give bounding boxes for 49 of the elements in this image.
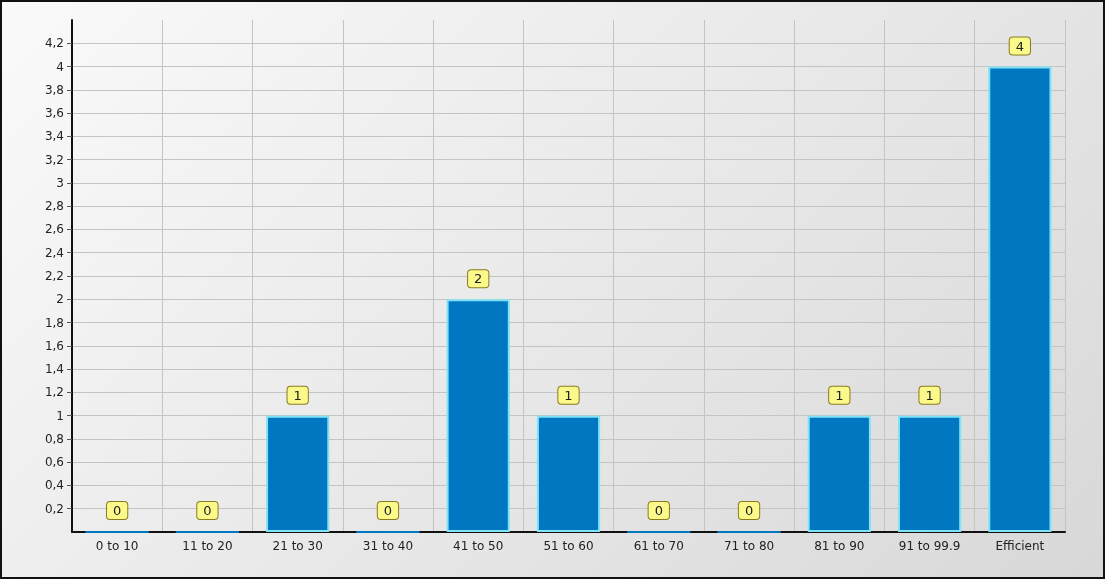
y-tick-label: 2,2 [44,269,64,283]
x-tick-label: 31 to 40 [362,539,414,553]
y-tick-label: 2 [56,292,64,307]
y-tick-label: 2,8 [44,199,64,214]
y-tick-label: 1,2 [44,385,64,400]
y-tick-label: 3,8 [44,82,64,97]
bar [898,415,962,532]
bar [807,415,871,532]
y-tick-label: 1 [56,408,64,423]
data-label: 0 [744,503,754,518]
y-tick-label: 3,4 [44,129,64,144]
data-label: 4 [1015,38,1024,54]
data-label: 1 [564,387,573,403]
y-tick-label: 1,4 [44,362,64,377]
x-tick-label: Efficient [995,539,1045,553]
y-tick-label: 4 [56,59,64,74]
y-tick-label: 4,2 [44,36,64,51]
y-tick-label: 2,4 [44,245,64,260]
y-tick-label: 0,8 [44,431,64,446]
y-tick-label: 1,8 [44,315,64,330]
bar [536,415,601,532]
y-tick-label: 2,6 [44,222,64,237]
y-tick-label: 3 [56,175,64,190]
y-tick-label: 0,6 [44,455,64,470]
y-tick-label: 1,6 [44,338,64,353]
bar [988,66,1052,532]
x-tick-label: 11 to 20 [182,539,233,553]
x-tick-label: 91 to 99.9 [898,539,961,553]
data-label: 1 [835,387,844,403]
y-tick-label: 3,6 [44,106,64,121]
x-tick-label: 51 to 60 [543,539,594,553]
data-label: 1 [925,387,934,403]
data-label: 0 [383,503,393,518]
y-tick-label: 3,2 [44,152,64,167]
x-tick-label: 21 to 30 [272,539,323,553]
x-tick-label: 61 to 70 [633,539,684,553]
data-label: 1 [293,387,302,403]
data-label: 0 [654,503,663,518]
bar [446,299,510,532]
x-tick-label: 81 to 90 [814,539,865,553]
y-tick-label: 0,2 [44,501,64,516]
data-label: 0 [113,503,122,518]
x-tick-label: 0 to 10 [95,539,139,553]
x-tick-label: 41 to 50 [453,539,504,553]
y-tick-label: 0,4 [44,478,64,493]
data-label: 2 [474,271,483,287]
data-label: 0 [203,503,212,518]
x-tick-label: 71 to 80 [723,539,775,553]
bar [266,415,330,532]
